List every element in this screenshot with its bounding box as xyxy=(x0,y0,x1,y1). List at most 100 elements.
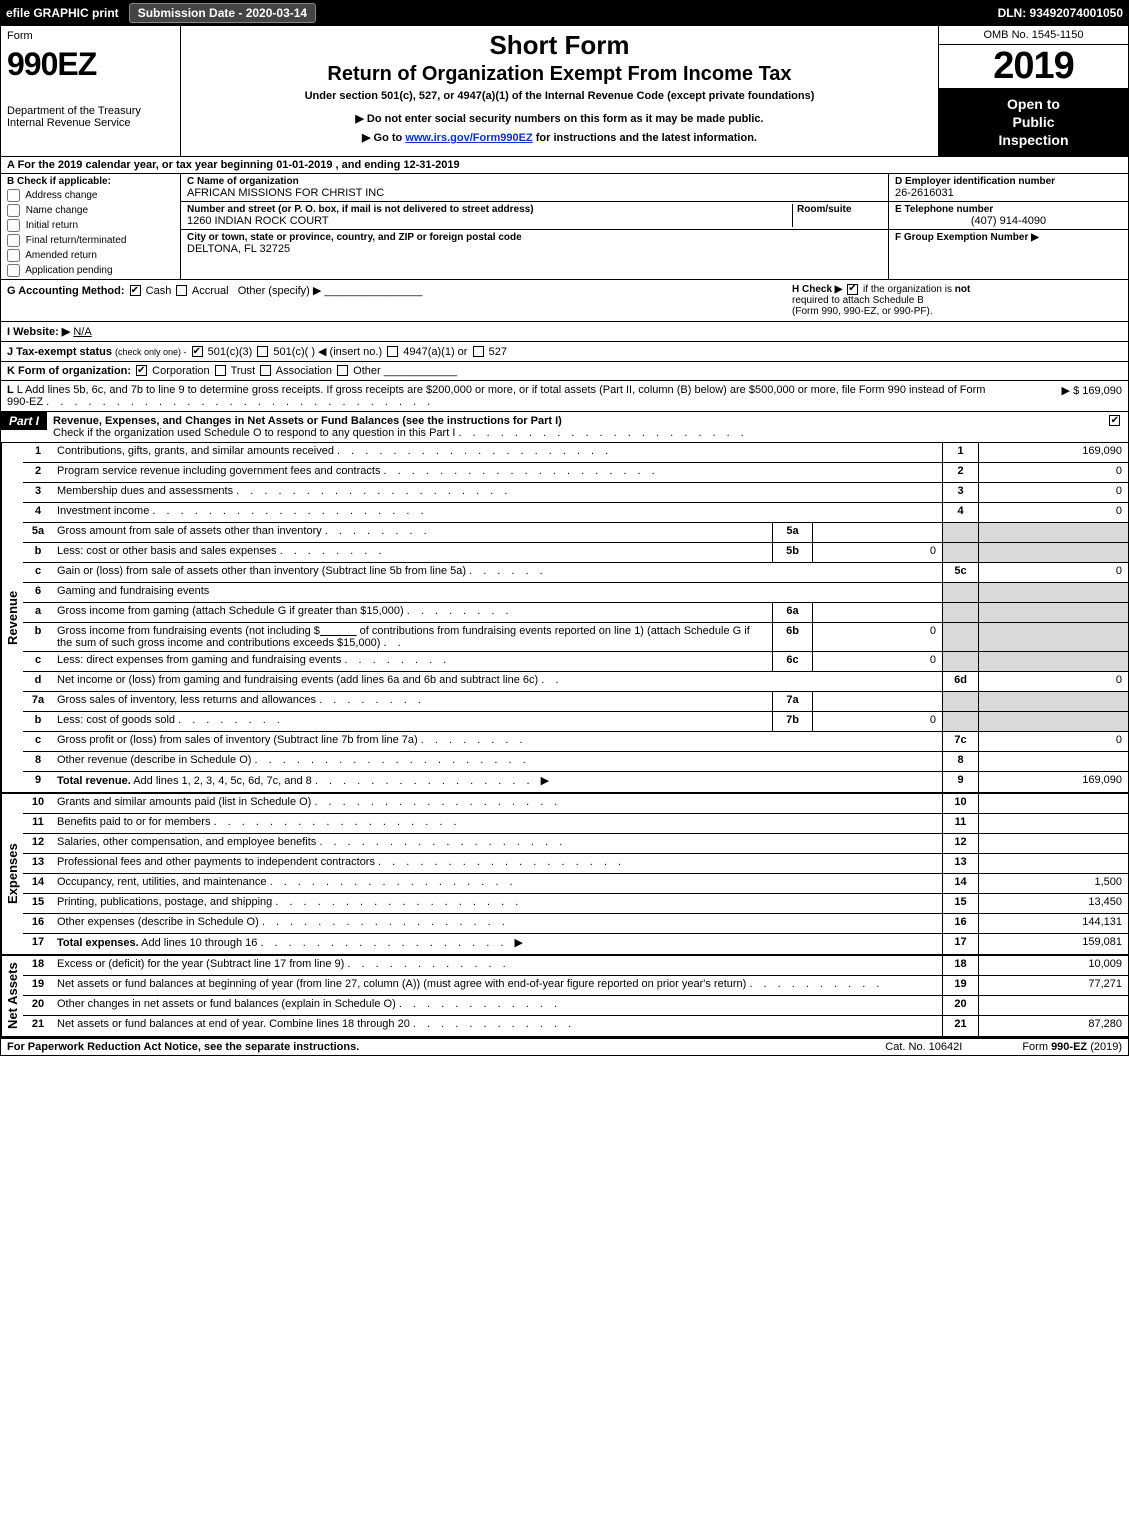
line-value xyxy=(978,523,1128,542)
line-value xyxy=(978,854,1128,873)
line-value: 0 xyxy=(978,503,1128,522)
section-b-checkbox[interactable] xyxy=(7,264,20,277)
net-assets-section: Net Assets 18 Excess or (deficit) for th… xyxy=(0,956,1129,1037)
header-center: Short Form Return of Organization Exempt… xyxy=(181,26,938,156)
line-value xyxy=(978,814,1128,833)
line-desc: Less: cost or other basis and sales expe… xyxy=(53,543,772,562)
section-b-item[interactable]: Name change xyxy=(7,204,174,217)
line-right-num: 15 xyxy=(942,894,978,913)
line-right-num: 19 xyxy=(942,976,978,995)
section-b-checkbox[interactable] xyxy=(7,249,20,262)
website-val: N/A xyxy=(73,326,91,338)
h-checkbox[interactable] xyxy=(847,284,858,295)
row-j-tax-exempt: J Tax-exempt status (check only one) - 5… xyxy=(0,342,1129,362)
g-label: G Accounting Method: xyxy=(7,285,125,297)
footer-right: Form 990-EZ (2019) xyxy=(1022,1041,1122,1053)
line-right-num: 4 xyxy=(942,503,978,522)
j-opt2: 501(c)( ) ◀ (insert no.) xyxy=(273,346,382,358)
short-form-title: Short Form xyxy=(191,30,928,61)
line-value: 0 xyxy=(978,672,1128,691)
accrual-checkbox[interactable] xyxy=(176,285,187,296)
d-label: D Employer identification number xyxy=(895,176,1122,187)
section-b-item[interactable]: Initial return xyxy=(7,219,174,232)
line-number: 1 xyxy=(23,443,53,462)
section-b-item[interactable]: Final return/terminated xyxy=(7,234,174,247)
line-value xyxy=(978,652,1128,671)
k-assoc-checkbox[interactable] xyxy=(260,365,271,376)
section-b-item[interactable]: Application pending xyxy=(7,264,174,277)
line-number: 18 xyxy=(23,956,53,975)
form-line: c Gross profit or (loss) from sales of i… xyxy=(23,732,1128,752)
form-line: 19 Net assets or fund balances at beginn… xyxy=(23,976,1128,996)
line-right-num: 18 xyxy=(942,956,978,975)
line-value xyxy=(978,794,1128,813)
form-line: 16 Other expenses (describe in Schedule … xyxy=(23,914,1128,934)
section-b-checkbox[interactable] xyxy=(7,204,20,217)
org-name-cell: C Name of organization AFRICAN MISSIONS … xyxy=(181,174,888,202)
line-right-num: 9 xyxy=(942,772,978,792)
row-i-website: I Website: ▶ N/A xyxy=(0,322,1129,342)
line-desc: Total expenses. Add lines 10 through 16 … xyxy=(53,934,942,954)
line-value xyxy=(978,543,1128,562)
k-corp-checkbox[interactable] xyxy=(136,365,147,376)
k-label: K Form of organization: xyxy=(7,365,131,377)
line-desc: Gross income from fundraising events (no… xyxy=(53,623,772,651)
expenses-side-label: Expenses xyxy=(1,794,23,954)
section-b-item[interactable]: Amended return xyxy=(7,249,174,262)
line-value xyxy=(978,623,1128,651)
line-value: 0 xyxy=(978,732,1128,751)
line-right-num: 6d xyxy=(942,672,978,691)
sub-label: 7b xyxy=(772,712,812,731)
line-right-num: 13 xyxy=(942,854,978,873)
line-desc: Gross amount from sale of assets other t… xyxy=(53,523,772,542)
line-desc: Grants and similar amounts paid (list in… xyxy=(53,794,942,813)
line-value: 144,131 xyxy=(978,914,1128,933)
form-word: Form xyxy=(7,30,174,42)
j-501c-checkbox[interactable] xyxy=(257,346,268,357)
line-desc: Less: cost of goods sold . . . . . . . . xyxy=(53,712,772,731)
k-trust-checkbox[interactable] xyxy=(215,365,226,376)
goto-link[interactable]: www.irs.gov/Form990EZ xyxy=(405,132,532,144)
line-right-num xyxy=(942,712,978,731)
line-desc: Gaming and fundraising events xyxy=(53,583,942,602)
sub-value: 0 xyxy=(812,712,942,731)
h-not: not xyxy=(955,284,971,295)
line-number: 10 xyxy=(23,794,53,813)
c-label: C Name of organization xyxy=(187,176,882,187)
under-section: Under section 501(c), 527, or 4947(a)(1)… xyxy=(191,90,928,102)
line-a-tax-year: A For the 2019 calendar year, or tax yea… xyxy=(0,157,1129,174)
form-subline: 7a Gross sales of inventory, less return… xyxy=(23,692,1128,712)
cash-checkbox[interactable] xyxy=(130,285,141,296)
j-label: J Tax-exempt status xyxy=(7,346,112,358)
line-right-num: 7c xyxy=(942,732,978,751)
line-value: 77,271 xyxy=(978,976,1128,995)
efile-label: efile GRAPHIC print xyxy=(6,6,119,20)
j-501c3-checkbox[interactable] xyxy=(192,346,203,357)
j-opt4: 527 xyxy=(489,346,507,358)
line-right-num xyxy=(942,603,978,622)
section-b-checkbox[interactable] xyxy=(7,234,20,247)
h-label: H Check ▶ xyxy=(792,284,842,295)
sub-value xyxy=(812,523,942,542)
j-527-checkbox[interactable] xyxy=(473,346,484,357)
section-b-item[interactable]: Address change xyxy=(7,189,174,202)
line-desc: Printing, publications, postage, and shi… xyxy=(53,894,942,913)
part-i-schedule-o-checkbox[interactable] xyxy=(1109,415,1120,426)
line-right-num xyxy=(942,623,978,651)
row-k-org-form: K Form of organization: Corporation Trus… xyxy=(0,362,1129,381)
section-b-checkbox[interactable] xyxy=(7,219,20,232)
form-line: 2 Program service revenue including gove… xyxy=(23,463,1128,483)
footer-right-post: (2019) xyxy=(1087,1041,1122,1053)
page-footer: For Paperwork Reduction Act Notice, see … xyxy=(0,1037,1129,1056)
sub-label: 5a xyxy=(772,523,812,542)
omb-number: OMB No. 1545-1150 xyxy=(939,26,1128,45)
header-left: Form 990EZ Department of the Treasury In… xyxy=(1,26,181,156)
addr-label: Number and street (or P. O. box, if mail… xyxy=(187,204,792,215)
line-number: d xyxy=(23,672,53,691)
k-other-checkbox[interactable] xyxy=(337,365,348,376)
tax-year: 2019 xyxy=(939,45,1128,89)
row-g-h: G Accounting Method: Cash Accrual Other … xyxy=(0,280,1129,322)
section-b-checkbox[interactable] xyxy=(7,189,20,202)
j-4947-checkbox[interactable] xyxy=(387,346,398,357)
line-value: 1,500 xyxy=(978,874,1128,893)
